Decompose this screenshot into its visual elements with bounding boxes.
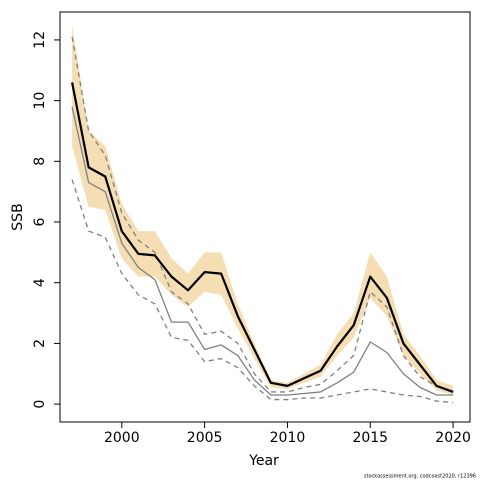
series-line [71, 179, 454, 404]
y-tick-label: 8 [32, 157, 48, 166]
series-line [71, 106, 454, 396]
y-tick-label: 10 [32, 92, 48, 110]
y-axis-title: SSB [10, 203, 26, 230]
footnote: stockassessment.org, codcoast2020, r1239… [364, 474, 476, 480]
series-line [71, 36, 454, 393]
x-tick-label: 2000 [104, 430, 140, 446]
series-line [71, 82, 454, 393]
x-axis-title: Year [248, 453, 279, 469]
confidence-band [72, 24, 454, 395]
y-tick-label: 2 [32, 339, 48, 348]
y-tick-label: 6 [32, 217, 48, 226]
x-tick-label: 2020 [435, 430, 471, 446]
x-tick-label: 2015 [352, 430, 388, 446]
plot-frame [59, 11, 471, 423]
x-tick-label: 2005 [187, 430, 223, 446]
y-tick-label: 12 [32, 31, 48, 49]
y-tick-label: 0 [32, 400, 48, 409]
x-tick-label: 2010 [270, 430, 306, 446]
y-tick-label: 4 [32, 278, 48, 287]
